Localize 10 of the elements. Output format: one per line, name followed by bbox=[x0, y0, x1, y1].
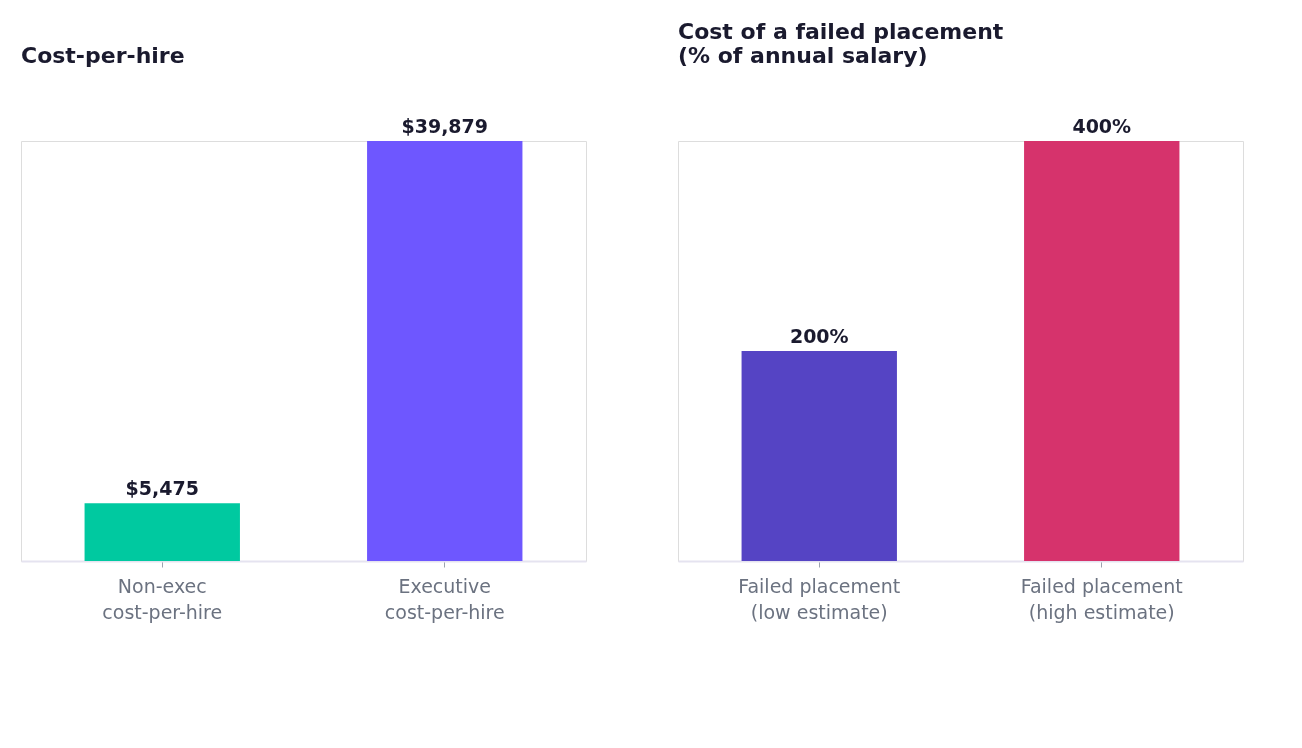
data-label: 400% bbox=[1072, 115, 1132, 137]
x-tick-label: Failed placement (low estimate) bbox=[738, 574, 901, 623]
chart-title: Cost of a failed placement (% of annual salary) bbox=[678, 19, 1004, 68]
x-tick-label: Non-exec cost-per-hire bbox=[102, 574, 223, 623]
chart-title: Cost-per-hire bbox=[21, 43, 185, 68]
data-label: $39,879 bbox=[401, 115, 489, 137]
x-tick-label: Executive cost-per-hire bbox=[384, 574, 505, 623]
data-label: $5,475 bbox=[125, 477, 199, 500]
x-tick-label: Failed placement (high estimate) bbox=[1020, 574, 1183, 623]
data-label: 200% bbox=[789, 325, 849, 347]
